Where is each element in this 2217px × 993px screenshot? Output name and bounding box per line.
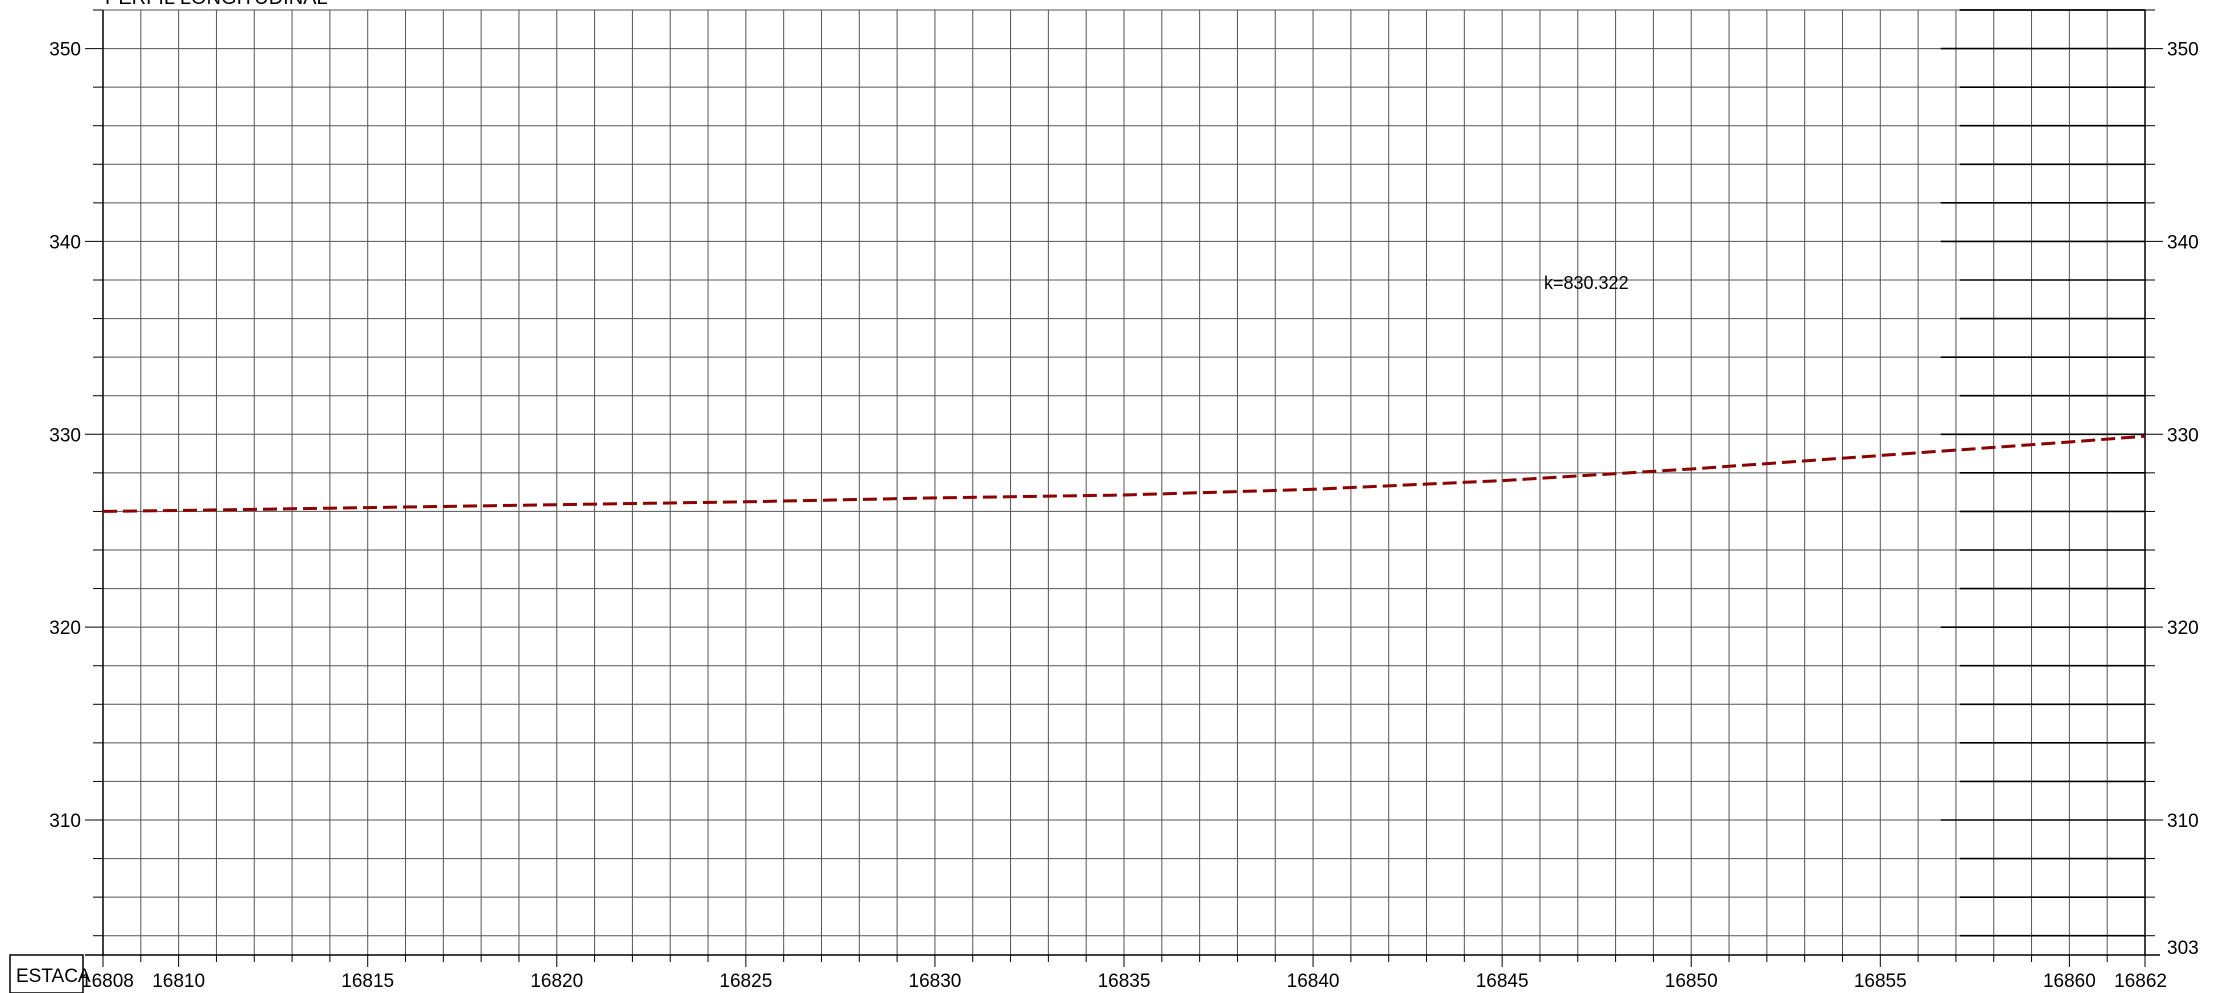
profile-series <box>102 434 2146 513</box>
y-tick-label-right: 350 <box>2167 40 2199 61</box>
estaca-label: ESTACA <box>16 966 91 987</box>
x-tick-label: 16850 <box>1665 971 1718 992</box>
plot-frame <box>85 10 2160 956</box>
x-tick-label: 16862 <box>2114 971 2167 992</box>
x-tick-label: 16855 <box>1854 971 1907 992</box>
y-tick-label-left: 340 <box>49 232 81 253</box>
y-tick-label-left: 350 <box>49 40 81 61</box>
y-tick-label-right: 310 <box>2167 811 2199 832</box>
x-tick-label: 16830 <box>909 971 962 992</box>
y-tick-label-right: 303 <box>2167 938 2199 959</box>
curve-annotation: k=830.322 <box>1544 273 1629 293</box>
x-tick-label: 16840 <box>1287 971 1340 992</box>
estaca-box <box>9 954 84 993</box>
x-tick-label: 16835 <box>1098 971 1151 992</box>
x-tick-label: 16810 <box>152 971 205 992</box>
chart-title: PERFIL LONGITUDINAL <box>105 0 328 9</box>
y-tick-label-left: 310 <box>49 811 81 832</box>
x-tick-label: 16845 <box>1476 971 1529 992</box>
x-tick-label: 16808 <box>81 971 134 992</box>
y-tick-label-left: 320 <box>49 618 81 639</box>
y-tick-label-right: 330 <box>2167 425 2199 446</box>
x-tick-label: 16815 <box>341 971 394 992</box>
y-tick-label-right: 340 <box>2167 232 2199 253</box>
x-tick-label: 16820 <box>530 971 583 992</box>
minor-grid <box>102 9 2146 955</box>
y-tick-label-right: 320 <box>2167 618 2199 639</box>
right-panel-grid <box>1940 9 2145 937</box>
x-tick-label: 16825 <box>719 971 772 992</box>
x-tick-label: 16860 <box>2043 971 2096 992</box>
axis-ticks <box>85 9 2163 967</box>
y-tick-label-left: 330 <box>49 425 81 446</box>
tick-labels: 350 340 330 320 310 350 340 330 320 310 303 16808 16… <box>49 40 2198 992</box>
